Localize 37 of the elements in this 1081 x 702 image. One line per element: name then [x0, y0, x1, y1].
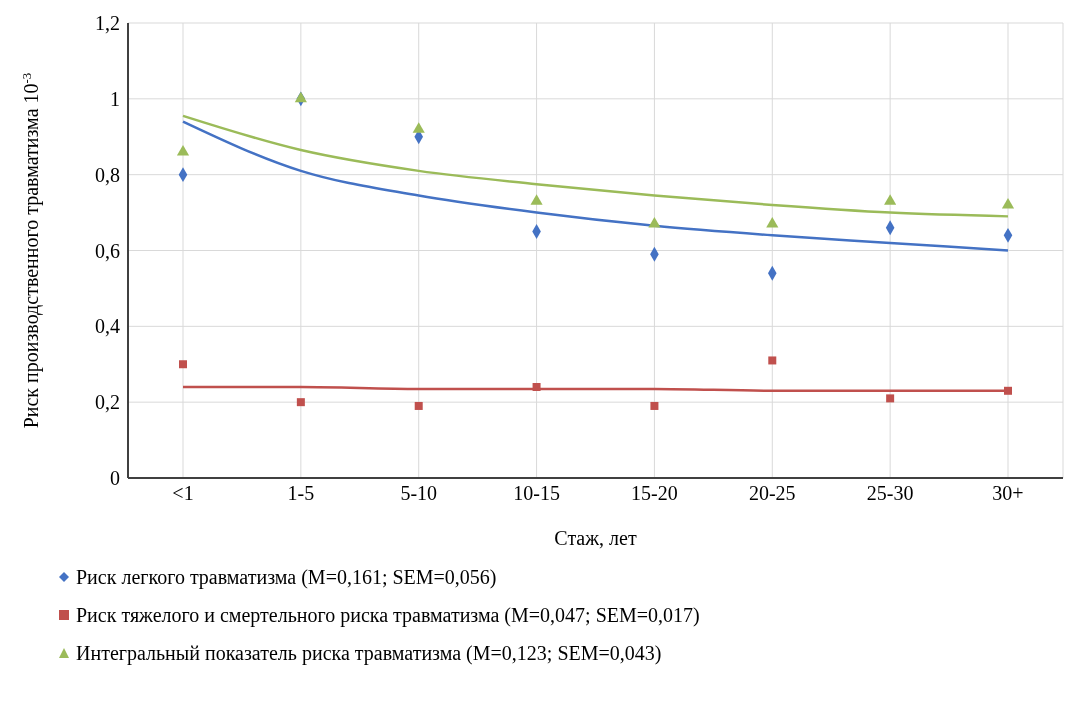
y-tick-label: 0,2	[95, 391, 120, 414]
point	[179, 360, 187, 369]
y-tick-label: 0	[110, 467, 120, 490]
point	[176, 144, 190, 156]
point	[884, 194, 897, 205]
legend-label: Риск легкого травматизма (M=0,161; SEM=0,056)	[76, 565, 497, 591]
line-series	[181, 120, 1010, 252]
x-tick-label: 15-20	[631, 482, 678, 505]
point	[650, 401, 659, 410]
point	[768, 356, 777, 365]
x-tick-label: 20-25	[748, 482, 796, 505]
x-tick-label: <1	[172, 482, 194, 505]
point	[1001, 197, 1015, 209]
point	[1004, 386, 1012, 395]
point	[294, 91, 307, 103]
y-tick-label: 1	[110, 87, 120, 110]
x-tick-label: 30+	[992, 482, 1024, 505]
x-tick-label: 1-5	[287, 482, 315, 505]
y-tick-label: 1,2	[95, 12, 120, 35]
x-tick-label: 5-10	[400, 482, 438, 505]
point	[296, 398, 305, 407]
y-tick-label: 0,8	[95, 163, 120, 186]
point	[648, 216, 661, 228]
y-tick-label: 0,4	[95, 315, 120, 338]
point	[766, 216, 779, 228]
point	[414, 401, 423, 410]
x-tick-label: 25-30	[866, 482, 914, 505]
legend-label: Риск тяжелого и смертельного риска травматизма (M=0,047; SEM=0,017)	[76, 603, 700, 629]
y-tick-label: 0,6	[95, 239, 120, 262]
point	[886, 394, 895, 403]
point	[412, 122, 425, 133]
legend-label: Интегральный показатель риска травматизма (M=0,123; SEM=0,043)	[76, 641, 662, 667]
point	[532, 383, 541, 391]
point	[530, 194, 543, 205]
x-tick-label: 10-15	[513, 482, 560, 505]
x-axis-title: Стаж, лет	[554, 527, 637, 549]
line-series	[181, 114, 1010, 218]
